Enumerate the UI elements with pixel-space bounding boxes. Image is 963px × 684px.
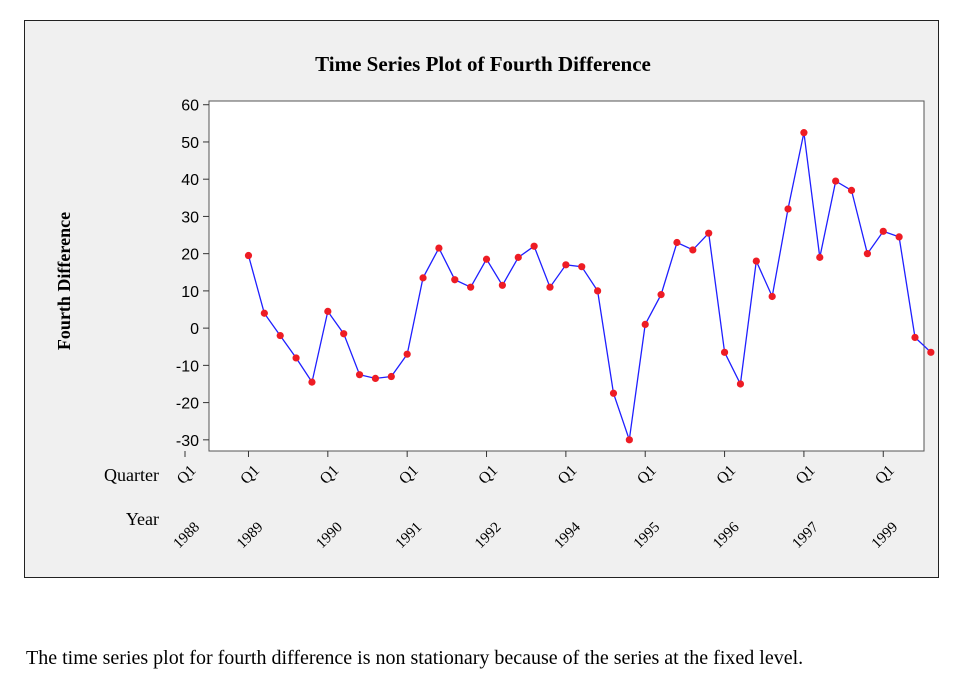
data-point [324,307,332,315]
data-point [863,250,871,258]
data-point [720,348,729,356]
time-series-chart: Time Series Plot of Fourth Difference Fo… [54,52,935,552]
y-tick-label: 30 [181,209,199,226]
data-point [832,177,840,185]
data-point [847,186,856,194]
x-quarter-tick-label: Q1 [475,462,501,488]
data-point [530,242,538,250]
data-point [752,257,760,265]
data-point [244,251,253,260]
data-point [340,330,348,338]
data-point [657,291,665,299]
data-point [911,333,919,342]
data-point [260,309,268,317]
y-axis-label: Fourth Difference [54,212,74,350]
data-point [800,129,808,137]
data-point [705,229,713,237]
data-point [355,371,364,379]
x-year-tick-label: 1989 [234,519,267,552]
y-tick-label: 60 [181,98,199,115]
data-point [371,374,380,382]
x-year-tick-label: 1991 [393,519,426,552]
x-year-tick-label: 1990 [313,519,346,552]
x-quarter-tick-label: Q1 [237,462,263,488]
data-point [467,283,475,291]
y-tick-label: 0 [190,321,199,338]
data-point [498,281,506,289]
data-point [387,372,395,381]
y-tick-label: 40 [181,172,199,189]
y-tick-label: -30 [176,433,199,450]
chart-title: Time Series Plot of Fourth Difference [315,52,651,76]
x-quarter-tick-label: Q1 [317,462,343,488]
x-axis-quarter-label: Quarter [104,465,159,485]
data-point [308,378,316,386]
data-point [419,274,427,282]
x-year-tick-label: 1996 [710,519,743,552]
data-point [673,238,681,247]
y-tick-label: -10 [176,358,199,375]
data-point [482,255,491,263]
data-point [768,292,776,301]
x-quarter-tick-label: Q1 [396,462,422,488]
x-year-tick-label: 1988 [171,519,204,552]
x-quarter-tick-label: Q1 [634,462,660,488]
data-point [546,283,554,291]
data-point [435,244,443,252]
y-tick-label: 10 [181,284,199,301]
y-tick-label: 20 [181,247,199,264]
data-point [927,348,935,356]
data-point [451,276,459,284]
x-year-tick-label: 1994 [551,519,584,552]
x-quarter-tick-label: Q1 [713,462,739,488]
data-point [403,350,411,358]
data-point [816,253,824,261]
data-point [594,287,602,295]
data-point [689,246,697,254]
x-quarter-tick-label: Q1 [872,462,898,488]
x-year-tick-label: 1997 [789,519,822,552]
data-point [895,233,903,241]
data-point [562,261,570,269]
data-point [578,263,586,271]
data-point [514,253,522,261]
data-point [641,320,649,329]
data-point [609,389,618,397]
data-point [292,354,300,362]
x-quarter-tick-label: Q1 [555,462,581,488]
data-point [625,436,633,444]
chart-frame: Time Series Plot of Fourth Difference Fo… [24,20,939,578]
y-tick-label: -20 [176,396,199,413]
data-point [879,227,887,235]
x-axis-year-label: Year [126,509,159,529]
data-point [736,380,745,388]
x-quarter-tick-label: Q1 [174,462,200,488]
x-year-tick-label: 1999 [869,519,902,552]
caption-text: The time series plot for fourth differen… [26,647,804,669]
plot-area [208,100,925,452]
data-point [784,205,792,213]
x-quarter-tick-label: Q1 [793,462,819,488]
y-tick-label: 50 [181,135,199,152]
x-year-tick-label: 1992 [472,519,505,552]
x-year-tick-label: 1995 [631,519,664,552]
data-point [276,331,284,340]
